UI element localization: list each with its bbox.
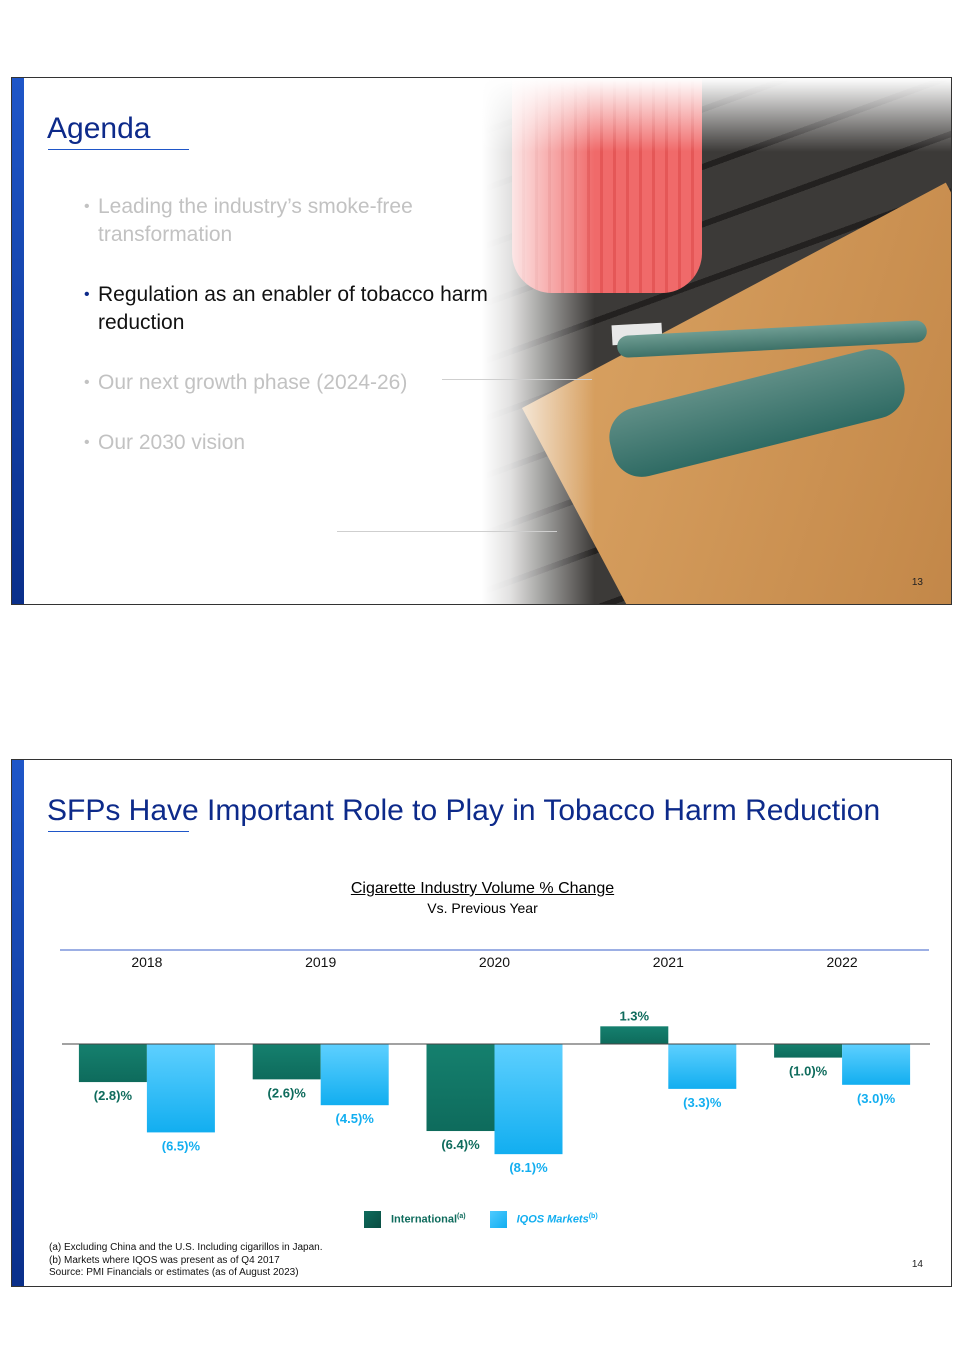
legend-label-international: International(a)	[391, 1213, 466, 1226]
legend-label-iqos: IQOS Markets(b)	[516, 1213, 598, 1226]
agenda-list: • Leading the industry’s smoke-free trans…	[84, 193, 494, 489]
bar-iqos	[146, 1044, 215, 1133]
title-underline	[48, 149, 189, 150]
product-photo	[482, 78, 951, 604]
agenda-item: • Leading the industry’s smoke-free trans…	[84, 193, 494, 249]
divider-line	[337, 531, 557, 532]
slide-harm-reduction: SFPs Have Important Role to Play in Toba…	[11, 759, 952, 1287]
footnote: (b) Markets where IQOS was present as of…	[49, 1254, 280, 1266]
x-tick-label: 2022	[827, 954, 858, 970]
bar-international	[600, 1026, 669, 1044]
bar-iqos	[842, 1044, 911, 1085]
footnote: Source: PMI Financials or estimates (as …	[49, 1267, 299, 1278]
x-tick-label: 2020	[479, 954, 510, 970]
page-number: 14	[911, 1259, 923, 1270]
chart-title: Cigarette Industry Volume % Change	[350, 880, 615, 897]
bullet-icon: •	[84, 286, 90, 303]
bullet-icon: •	[84, 198, 90, 215]
data-label-iqos: (4.5)%	[336, 1111, 375, 1126]
data-label-iqos: (3.3)%	[683, 1095, 722, 1110]
bar-iqos	[494, 1044, 563, 1155]
data-label-iqos: (6.5)%	[162, 1138, 201, 1153]
legend-item-international: International(a)	[364, 1211, 466, 1228]
divider-line	[442, 379, 592, 380]
slide-title: SFPs Have Important Role to Play in Toba…	[47, 794, 881, 827]
legend-swatch-iqos	[489, 1211, 507, 1228]
x-tick-label: 2018	[131, 954, 162, 970]
agenda-item: • Our next growth phase (2024-26)	[84, 369, 494, 397]
agenda-item: • Our 2030 vision	[84, 429, 494, 457]
legend-swatch-international	[364, 1211, 381, 1228]
chart-subtitle: Vs. Previous Year	[427, 900, 538, 916]
bar-international	[252, 1044, 321, 1080]
title-underline	[48, 831, 189, 832]
agenda-item-label: Leading the industry’s smoke-free transf…	[98, 195, 413, 246]
data-label-international: (2.6)%	[268, 1085, 307, 1100]
slide-title: Agenda	[47, 112, 151, 145]
bullet-icon: •	[84, 434, 90, 451]
bar-iqos	[320, 1044, 389, 1106]
bullet-icon: •	[84, 374, 90, 391]
chart-legend: International(a) IQOS Markets(b)	[364, 1211, 622, 1228]
agenda-item-label: Regulation as an enabler of tobacco harm…	[98, 283, 488, 334]
x-tick-label: 2019	[305, 954, 336, 970]
data-label-iqos: (3.0)%	[857, 1091, 896, 1106]
slide-agenda: Agenda • Leading the industry’s smoke-fre…	[11, 77, 952, 605]
bar-international	[426, 1044, 495, 1132]
agenda-item-label: Our next growth phase (2024-26)	[98, 371, 408, 394]
bar-international	[774, 1044, 843, 1058]
data-label-international: (2.8)%	[94, 1088, 133, 1103]
data-label-international: (1.0)%	[789, 1064, 828, 1079]
slide-accent-bar	[12, 760, 24, 1286]
agenda-item-label: Our 2030 vision	[98, 431, 246, 454]
data-label-iqos: (8.1)%	[509, 1160, 548, 1175]
page-number: 13	[911, 577, 923, 588]
footnote: (a) Excluding China and the U.S. Includi…	[49, 1242, 323, 1253]
bar-iqos	[668, 1044, 737, 1089]
agenda-item: • Regulation as an enabler of tobacco har…	[84, 281, 494, 337]
x-tick-label: 2021	[653, 954, 684, 970]
bar-chart: 2018 2019 2020 2021 2022 (2.8)% (2.6)% (6.4)% 1.…	[60, 949, 930, 1175]
bar-international	[78, 1044, 147, 1083]
legend-item-iqos: IQOS Markets(b)	[489, 1211, 598, 1228]
slide-accent-bar	[12, 78, 24, 604]
photo-fade	[482, 78, 951, 604]
footnotes: (a) Excluding China and the U.S. Includi…	[49, 1242, 323, 1280]
data-label-international: 1.3%	[619, 1008, 649, 1023]
data-label-international: (6.4)%	[441, 1137, 480, 1152]
